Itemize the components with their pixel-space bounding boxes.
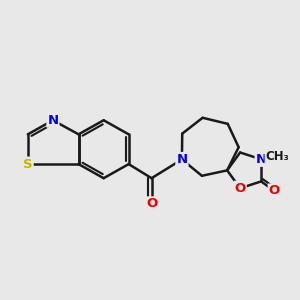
Text: O: O: [235, 182, 246, 195]
Text: O: O: [146, 197, 157, 210]
Text: CH₃: CH₃: [266, 150, 289, 163]
Text: S: S: [23, 158, 33, 171]
Text: N: N: [47, 114, 58, 127]
Text: O: O: [269, 184, 280, 197]
Text: N: N: [176, 153, 188, 166]
Text: N: N: [256, 153, 267, 166]
